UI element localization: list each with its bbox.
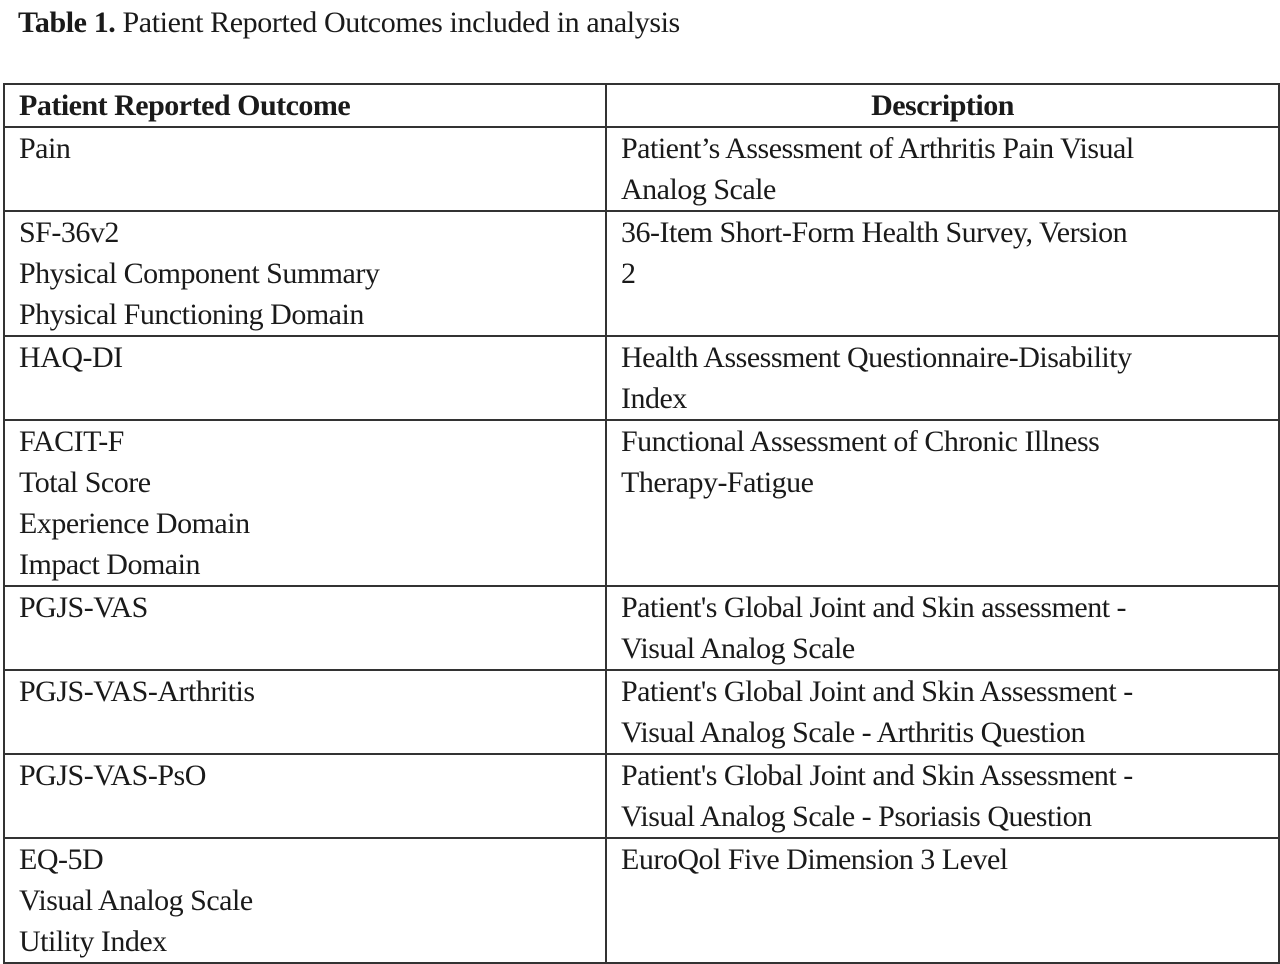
outcome-line: Physical Component Summary — [19, 257, 380, 290]
description-cell: Patient's Global Joint and Skin Assessme… — [605, 753, 1280, 839]
description-cell: EuroQol Five Dimension 3 Level — [605, 837, 1280, 964]
description-cell: Patient's Global Joint and Skin Assessme… — [605, 669, 1280, 755]
outcome-cell: EQ-5D Visual Analog Scale Utility Index — [3, 837, 607, 964]
table-caption: Table 1. Patient Reported Outcomes inclu… — [18, 4, 680, 42]
description-line: Patient's Global Joint and Skin Assessme… — [621, 759, 1133, 792]
outcome-cell: SF-36v2 Physical Component Summary Physica… — [3, 210, 607, 337]
outcome-line: SF-36v2 — [19, 216, 119, 249]
description-cell: Functional Assessment of Chronic Illness… — [605, 419, 1280, 587]
description-line: Index — [621, 382, 687, 415]
outcome-cell: PGJS-VAS-PsO — [3, 753, 607, 839]
outcome-cell: PGJS-VAS-Arthritis — [3, 669, 607, 755]
outcome-line: Utility Index — [19, 925, 167, 958]
description-cell: Patient’s Assessment of Arthritis Pain V… — [605, 126, 1280, 212]
description-line: 36-Item Short-Form Health Survey, Versio… — [621, 216, 1128, 249]
description-line: Visual Analog Scale - Arthritis Question — [621, 716, 1085, 749]
description-line: 2 — [621, 257, 636, 290]
description-cell: Patient's Global Joint and Skin assessme… — [605, 585, 1280, 671]
outcome-line: Experience Domain — [19, 507, 250, 540]
description-cell: 36-Item Short-Form Health Survey, Versio… — [605, 210, 1280, 337]
outcome-line: Pain — [19, 132, 71, 165]
description-line: Visual Analog Scale — [621, 632, 855, 665]
header-row: Patient Reported Outcome Description — [3, 83, 1280, 128]
outcome-cell: HAQ-DI — [3, 335, 607, 421]
caption-text: Patient Reported Outcomes included in an… — [122, 6, 681, 39]
outcome-line: Visual Analog Scale — [19, 884, 253, 917]
outcomes-table: Patient Reported Outcome Description Pai… — [3, 83, 1280, 964]
outcome-cell: FACIT-F Total Score Experience Domain Impac… — [3, 419, 607, 587]
description-line: Patient's Global Joint and Skin assessme… — [621, 591, 1127, 624]
description-line: Analog Scale — [621, 173, 776, 206]
outcome-line: FACIT-F — [19, 425, 124, 458]
table-row: PGJS-VAS Patient's Global Joint and Skin … — [3, 585, 1280, 671]
table-row: PGJS-VAS-Arthritis Patient's Global Joint… — [3, 669, 1280, 755]
description-line: Functional Assessment of Chronic Illness — [621, 425, 1100, 458]
header-description: Description — [605, 83, 1280, 128]
description-line: EuroQol Five Dimension 3 Level — [621, 843, 1008, 876]
outcome-line: Impact Domain — [19, 548, 200, 581]
header-outcome: Patient Reported Outcome — [3, 83, 607, 128]
outcome-line: Physical Functioning Domain — [19, 298, 364, 331]
outcome-line: EQ-5D — [19, 843, 104, 876]
description-cell: Health Assessment Questionnaire-Disabili… — [605, 335, 1280, 421]
table-row: PGJS-VAS-PsO Patient's Global Joint and S… — [3, 753, 1280, 839]
description-line: Therapy-Fatigue — [621, 466, 814, 499]
table-row: SF-36v2 Physical Component Summary Physica… — [3, 210, 1280, 337]
description-line: Visual Analog Scale - Psoriasis Question — [621, 800, 1092, 833]
table-row: Pain Patient’s Assessment of Arthritis Pa… — [3, 126, 1280, 212]
table-row: FACIT-F Total Score Experience Domain Impac… — [3, 419, 1280, 587]
description-line: Health Assessment Questionnaire-Disabili… — [621, 341, 1132, 374]
table-row: EQ-5D Visual Analog Scale Utility Index Eur… — [3, 837, 1280, 964]
caption-label: Table 1. — [18, 6, 116, 39]
outcome-line: HAQ-DI — [19, 341, 123, 374]
table-row: HAQ-DI Health Assessment Questionnaire-Di… — [3, 335, 1280, 421]
outcome-line: PGJS-VAS — [19, 591, 148, 624]
outcome-cell: Pain — [3, 126, 607, 212]
description-line: Patient's Global Joint and Skin Assessme… — [621, 675, 1133, 708]
description-line: Patient’s Assessment of Arthritis Pain V… — [621, 132, 1134, 165]
outcome-line: PGJS-VAS-Arthritis — [19, 675, 255, 708]
outcome-cell: PGJS-VAS — [3, 585, 607, 671]
outcome-line: PGJS-VAS-PsO — [19, 759, 206, 792]
outcome-line: Total Score — [19, 466, 151, 499]
